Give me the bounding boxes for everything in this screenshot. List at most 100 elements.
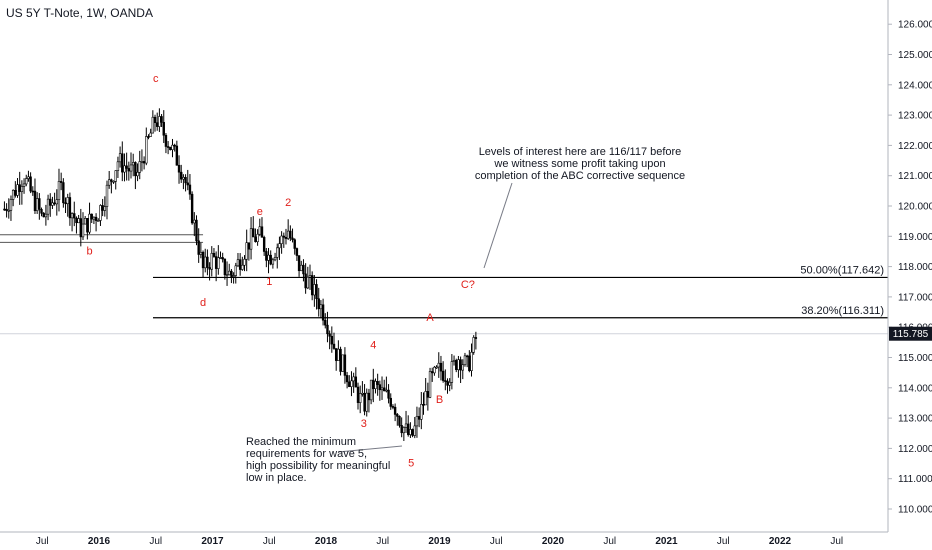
candle-body [88,213,91,233]
candle-body [230,270,233,277]
candle-body [25,178,28,185]
candle-body [83,218,87,225]
candle-body [459,359,462,371]
candle-body [51,202,54,206]
candle-body [308,275,312,278]
x-tick-label: Jul [490,536,503,547]
price-axis: 110.000 111.000 112.000 113.000 114.000 115.0… [887,0,932,532]
candle-body [31,190,34,193]
levels-annotation: Levels of interest here are 116/117 befo… [474,146,686,182]
wave-label-3: 3 [361,418,367,430]
candle-body [49,198,52,206]
candle-body [103,206,107,211]
candle-body [127,168,131,172]
candle-body [129,164,133,172]
candle-body [258,226,261,235]
candle-body [286,230,290,239]
time-axis: Jul 2016 Jul 2017 Jul 2018 Jul 2019 Jul 2020 Jul 20… [0,531,888,547]
candle-body [14,190,17,196]
levels-pointer [483,182,513,269]
x-tick-label: 2017 [201,536,224,547]
candle-body [404,423,408,428]
wave-label-4: 4 [370,339,376,351]
candle-body [199,251,203,255]
candle-body [444,380,447,382]
fibonacci-levels: 50.00%(117.642) 38.20%(116.311) [0,234,888,335]
candle-body [280,235,283,244]
candle-body [448,382,451,386]
candle-body [374,381,377,390]
candle-body [29,176,32,192]
candle-body [121,153,124,173]
x-tick-label: 2016 [88,536,111,547]
candle-body [455,360,458,370]
candle-body [465,355,469,358]
y-tick-label: 125.000 [898,50,932,61]
candle-body [55,199,59,205]
candle-body [62,182,65,204]
candle-body [387,389,390,399]
fib-level-label: 50.00%(117.642) [800,264,884,276]
x-tick-label: Jul [603,536,616,547]
candle-body [9,199,13,211]
candle-body [243,258,246,266]
candle-body [341,354,344,372]
candle-body [367,392,371,401]
candle-body [249,228,253,250]
candle-body [232,275,235,277]
fib-level-label: 38.20%(116.311) [801,305,884,317]
x-tick-label: 2021 [655,536,678,547]
candle-body [46,198,50,215]
candle-body [114,170,117,182]
candle-body [70,213,74,219]
x-tick-label: 2020 [542,536,565,547]
candle-body [398,416,401,426]
candle-body [326,324,329,335]
wave-label-2: 2 [285,197,291,209]
candle-body [415,416,419,427]
candle-body [393,406,397,415]
candle-body [40,209,43,214]
candle-body [247,242,251,250]
candle-body [267,254,270,261]
candle-body [118,153,122,163]
wave-label-b: b [86,245,92,257]
candle-body [35,198,39,212]
y-tick-label: 120.000 [898,202,932,213]
candle-body [435,366,438,369]
candle-body [450,361,454,383]
wave5-annotation: Reached the minimum requirements for wav… [246,436,391,484]
candle-body [385,389,388,392]
wave-labels: b c d e 1 2 3 4 5 A B C? [86,73,474,470]
candle-body [328,333,331,337]
candle-body [7,209,10,212]
wave-label-cq: C? [461,279,475,291]
candle-body [334,348,338,361]
candle-body [306,276,310,289]
candle-body [339,348,342,372]
candle-body [260,226,264,238]
candle-body [210,252,213,270]
x-tick-label: Jul [830,536,843,547]
candle-body [173,144,176,147]
y-tick-label: 115.000 [898,353,932,364]
candle-body [149,132,152,137]
candle-body [188,184,192,195]
candle-body [420,404,423,420]
candle-body [302,264,305,275]
candle-body [315,284,318,300]
candle-body [372,379,375,390]
y-tick-label: 118.000 [898,262,932,273]
candle-body [278,243,281,249]
candle-body [221,257,224,260]
candle-body [413,425,416,436]
y-tick-label: 119.000 [898,232,932,243]
candle-body [282,235,286,238]
y-tick-label: 123.000 [898,111,932,122]
candle-body [116,161,120,171]
candle-body [319,304,323,310]
candle-body [44,213,48,218]
candle-body [66,197,69,204]
y-tick-label: 117.000 [898,292,932,303]
